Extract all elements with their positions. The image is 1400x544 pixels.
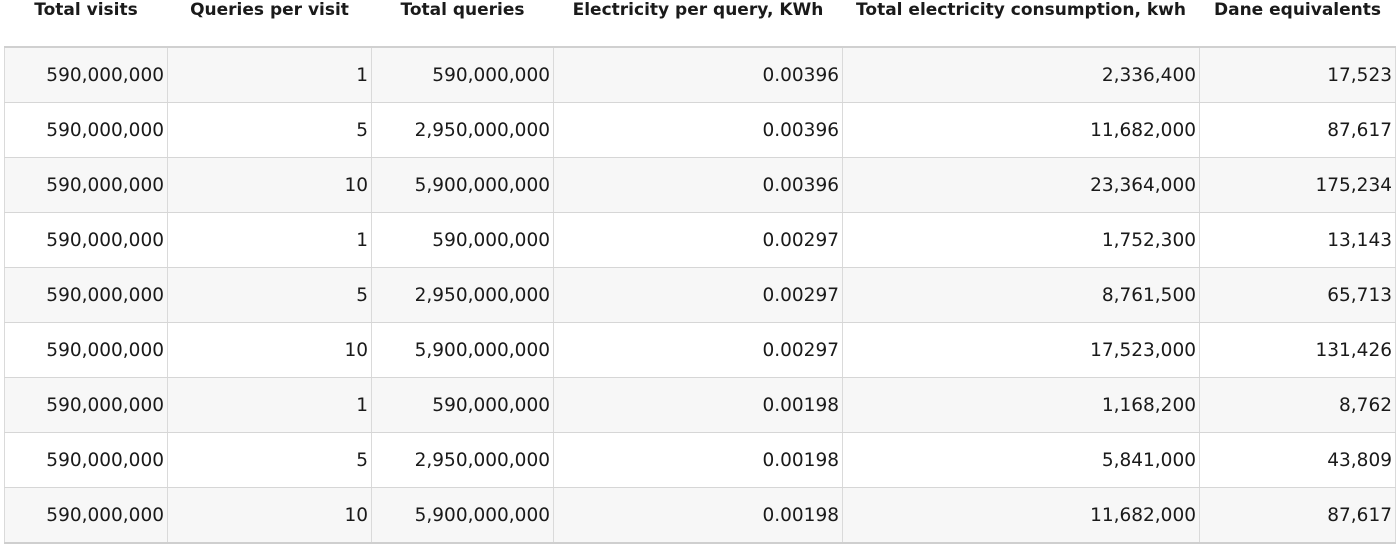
cell-total-queries: 2,950,000,000: [371, 432, 554, 488]
cell-total-queries: 5,900,000,000: [371, 322, 554, 378]
cell-total-electricity: 2,336,400: [842, 46, 1200, 103]
table-row: 590,000,000 5 2,950,000,000 0.00198 5,84…: [4, 432, 1396, 488]
cell-total-electricity: 11,682,000: [842, 487, 1200, 544]
table-row: 590,000,000 10 5,900,000,000 0.00198 11,…: [4, 487, 1396, 544]
cell-dane-equivalents: 13,143: [1199, 212, 1396, 268]
cell-electricity-per-query: 0.00297: [553, 212, 843, 268]
table-row: 590,000,000 5 2,950,000,000 0.00297 8,76…: [4, 267, 1396, 323]
cell-dane-equivalents: 175,234: [1199, 157, 1396, 213]
cell-total-queries: 590,000,000: [371, 212, 554, 268]
table-row: 590,000,000 1 590,000,000 0.00297 1,752,…: [4, 212, 1396, 268]
table-row: 590,000,000 1 590,000,000 0.00396 2,336,…: [4, 46, 1396, 103]
cell-total-electricity: 1,168,200: [842, 377, 1200, 433]
cell-total-electricity: 11,682,000: [842, 102, 1200, 158]
cell-total-queries: 2,950,000,000: [371, 267, 554, 323]
cell-dane-equivalents: 87,617: [1199, 102, 1396, 158]
cell-queries-per-visit: 1: [167, 377, 372, 433]
table-body: 590,000,000 1 590,000,000 0.00396 2,336,…: [4, 46, 1396, 544]
cell-total-visits: 590,000,000: [4, 432, 168, 488]
cell-total-electricity: 1,752,300: [842, 212, 1200, 268]
cell-electricity-per-query: 0.00396: [553, 157, 843, 213]
header-queries-per-visit: Queries per visit: [190, 0, 349, 20]
header-electricity-per-query: Electricity per query, KWh: [572, 0, 824, 20]
cell-electricity-per-query: 0.00198: [553, 487, 843, 544]
cell-queries-per-visit: 1: [167, 212, 372, 268]
header-total-electricity-consumption: Total electricity consumption, kwh: [856, 0, 1186, 20]
cell-queries-per-visit: 5: [167, 267, 372, 323]
cell-electricity-per-query: 0.00297: [553, 322, 843, 378]
header-total-visits: Total visits: [34, 0, 138, 20]
cell-total-electricity: 23,364,000: [842, 157, 1200, 213]
cell-total-visits: 590,000,000: [4, 46, 168, 103]
cell-total-queries: 590,000,000: [371, 377, 554, 433]
table-row: 590,000,000 10 5,900,000,000 0.00396 23,…: [4, 157, 1396, 213]
cell-total-visits: 590,000,000: [4, 487, 168, 544]
cell-total-visits: 590,000,000: [4, 157, 168, 213]
cell-total-electricity: 8,761,500: [842, 267, 1200, 323]
cell-queries-per-visit: 10: [167, 157, 372, 213]
cell-total-visits: 590,000,000: [4, 267, 168, 323]
cell-queries-per-visit: 10: [167, 322, 372, 378]
page: Total visits Queries per visit Total que…: [4, 0, 1396, 544]
cell-total-visits: 590,000,000: [4, 102, 168, 158]
cell-total-electricity: 5,841,000: [842, 432, 1200, 488]
cell-electricity-per-query: 0.00396: [553, 102, 843, 158]
cell-total-visits: 590,000,000: [4, 377, 168, 433]
cell-electricity-per-query: 0.00297: [553, 267, 843, 323]
cell-electricity-per-query: 0.00198: [553, 432, 843, 488]
cell-dane-equivalents: 17,523: [1199, 46, 1396, 103]
table-row: 590,000,000 1 590,000,000 0.00198 1,168,…: [4, 377, 1396, 433]
cell-dane-equivalents: 43,809: [1199, 432, 1396, 488]
header-total-queries: Total queries: [400, 0, 525, 20]
cell-dane-equivalents: 87,617: [1199, 487, 1396, 544]
cell-total-visits: 590,000,000: [4, 322, 168, 378]
cell-queries-per-visit: 1: [167, 46, 372, 103]
cell-total-queries: 590,000,000: [371, 46, 554, 103]
cell-total-queries: 5,900,000,000: [371, 157, 554, 213]
cell-electricity-per-query: 0.00396: [553, 46, 843, 103]
table-header: Total visits Queries per visit Total que…: [5, 0, 1396, 47]
cell-total-queries: 5,900,000,000: [371, 487, 554, 544]
table-row: 590,000,000 10 5,900,000,000 0.00297 17,…: [4, 322, 1396, 378]
header-row: Total visits Queries per visit Total que…: [5, 0, 1396, 47]
cell-dane-equivalents: 131,426: [1199, 322, 1396, 378]
cell-queries-per-visit: 5: [167, 432, 372, 488]
cell-electricity-per-query: 0.00198: [553, 377, 843, 433]
cell-total-electricity: 17,523,000: [842, 322, 1200, 378]
electricity-table: Total visits Queries per visit Total que…: [4, 0, 1396, 544]
cell-total-visits: 590,000,000: [4, 212, 168, 268]
header-dane-equivalents: Dane equivalents: [1213, 0, 1382, 20]
cell-queries-per-visit: 10: [167, 487, 372, 544]
cell-dane-equivalents: 8,762: [1199, 377, 1396, 433]
cell-total-queries: 2,950,000,000: [371, 102, 554, 158]
cell-dane-equivalents: 65,713: [1199, 267, 1396, 323]
table-row: 590,000,000 5 2,950,000,000 0.00396 11,6…: [4, 102, 1396, 158]
cell-queries-per-visit: 5: [167, 102, 372, 158]
